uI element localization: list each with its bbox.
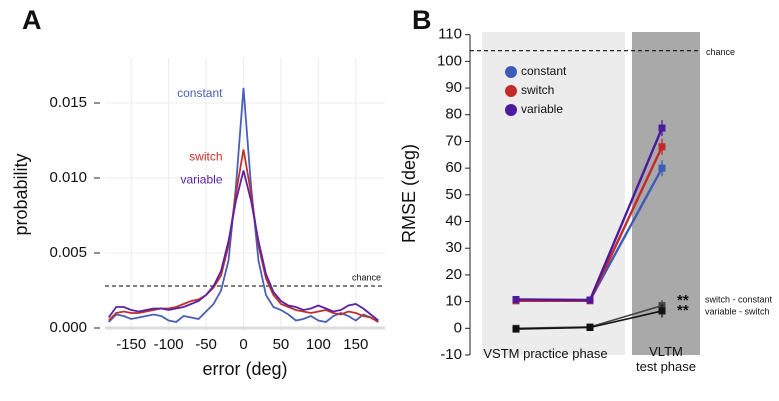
- y-tick-label: 60: [445, 159, 462, 176]
- phase-region: [482, 32, 625, 355]
- marker: [586, 324, 594, 332]
- significance: **: [677, 302, 689, 319]
- y-tick-label: 0.015: [49, 94, 87, 111]
- y-tick-label: 0.010: [49, 169, 87, 186]
- panel-label: A: [22, 5, 42, 35]
- significance: **: [677, 292, 689, 309]
- y-tick-label: 30: [445, 239, 462, 256]
- phase-region: [632, 32, 700, 355]
- series-label: constant: [177, 86, 223, 100]
- y-tick-label: 10: [445, 293, 462, 310]
- y-tick-label: 50: [445, 186, 462, 203]
- marker: [586, 296, 594, 304]
- y-tick-label: 0.000: [49, 319, 87, 336]
- x-tick-label: 150: [343, 336, 368, 353]
- phase-label: VLTM test phase: [636, 344, 696, 374]
- x-tick-label: -150: [116, 336, 146, 353]
- legend-label: switch: [521, 83, 554, 97]
- x-axis-label: error (deg): [202, 359, 287, 379]
- x-tick-label: -50: [195, 336, 217, 353]
- y-tick-label: 80: [445, 106, 462, 123]
- density-line: [108, 149, 379, 323]
- chance-label: chance: [706, 47, 735, 57]
- series-label: switch: [189, 150, 222, 164]
- y-tick-label: 110: [438, 26, 462, 43]
- y-tick-label: 0: [454, 319, 462, 336]
- marker: [512, 295, 520, 303]
- x-tick-label: -100: [154, 336, 184, 353]
- x-tick-label: 50: [273, 336, 290, 353]
- panel-label: B: [412, 5, 432, 35]
- x-tick-label: 100: [306, 336, 331, 353]
- x-tick-label: 0: [239, 336, 247, 353]
- y-tick-label: 40: [445, 212, 462, 229]
- difference-label: switch - constant: [705, 294, 773, 304]
- y-tick-label: 100: [437, 52, 462, 69]
- density-line: [108, 87, 379, 323]
- y-tick-label: -10: [440, 346, 462, 363]
- chance-label: chance: [352, 272, 381, 282]
- y-tick-label: 0.005: [49, 244, 87, 261]
- phase-label: VSTM practice phase: [483, 346, 608, 361]
- y-tick-label: 90: [445, 79, 462, 96]
- density-line: [108, 170, 379, 322]
- marker: [658, 164, 666, 172]
- marker: [658, 143, 666, 151]
- y-tick-label: 70: [445, 132, 462, 149]
- y-axis-label: RMSE (deg): [399, 144, 419, 243]
- y-axis-label: probability: [11, 153, 31, 235]
- y-tick-label: 20: [445, 266, 462, 283]
- marker: [658, 307, 666, 315]
- legend-label: constant: [521, 64, 567, 78]
- marker: [658, 124, 666, 132]
- difference-label: variable - switch: [705, 306, 770, 316]
- legend-marker: [505, 66, 517, 78]
- marker: [512, 325, 520, 333]
- legend-marker: [505, 85, 517, 97]
- series-label: variable: [180, 173, 222, 187]
- legend-marker: [505, 104, 517, 116]
- legend-label: variable: [521, 102, 563, 116]
